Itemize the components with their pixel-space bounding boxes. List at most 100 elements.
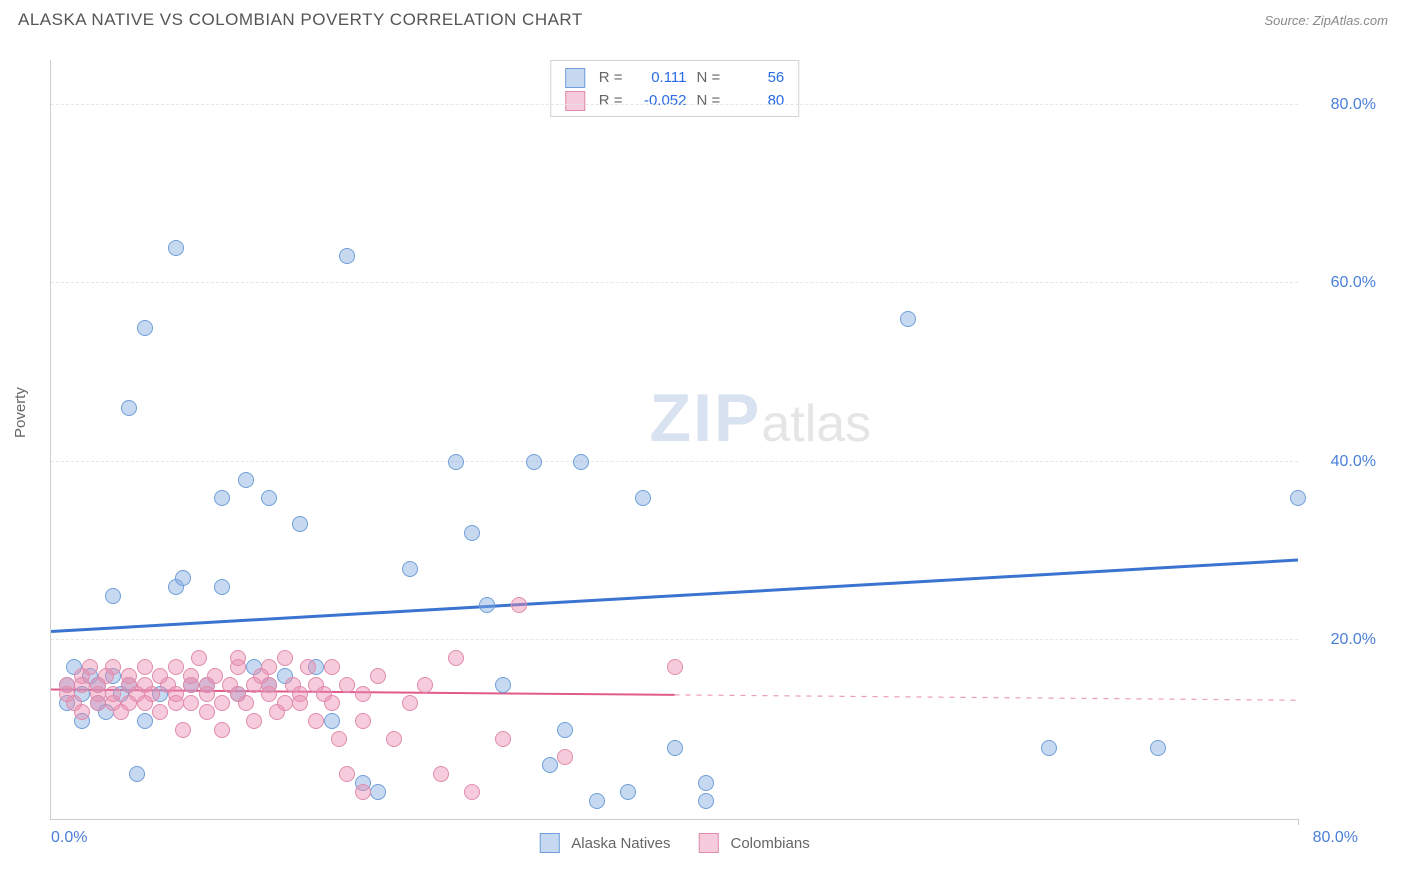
data-point	[698, 775, 714, 791]
swatch-alaska-icon	[539, 833, 559, 853]
chart-container: Poverty ZIPatlas R = 0.111 N = 56 R = -0…	[18, 42, 1388, 874]
data-point	[214, 722, 230, 738]
data-point	[168, 659, 184, 675]
data-point	[1150, 740, 1166, 756]
data-point	[573, 454, 589, 470]
data-point	[355, 686, 371, 702]
data-point	[292, 516, 308, 532]
swatch-colombian	[565, 91, 585, 111]
data-point	[464, 525, 480, 541]
data-point	[144, 686, 160, 702]
data-point	[74, 704, 90, 720]
data-point	[261, 490, 277, 506]
data-point	[355, 713, 371, 729]
data-point	[207, 668, 223, 684]
data-point	[121, 400, 137, 416]
data-point	[300, 659, 316, 675]
data-point	[214, 490, 230, 506]
x-tick-marker	[1298, 819, 1299, 825]
data-point	[1290, 490, 1306, 506]
series-legend: Alaska Natives Colombians	[539, 833, 809, 853]
y-axis-label: Poverty	[12, 387, 29, 438]
data-point	[261, 677, 277, 693]
data-point	[105, 659, 121, 675]
data-point	[331, 731, 347, 747]
y-tick-label: 80.0%	[1306, 96, 1376, 114]
data-point	[386, 731, 402, 747]
data-point	[370, 784, 386, 800]
data-point	[246, 713, 262, 729]
data-point	[238, 472, 254, 488]
data-point	[339, 677, 355, 693]
chart-title: ALASKA NATIVE VS COLOMBIAN POVERTY CORRE…	[18, 10, 583, 30]
y-tick-label: 60.0%	[1306, 274, 1376, 292]
data-point	[339, 248, 355, 264]
data-point	[90, 695, 106, 711]
source-attribution: Source: ZipAtlas.com	[1264, 13, 1388, 28]
data-point	[402, 695, 418, 711]
data-point	[698, 793, 714, 809]
data-point	[175, 570, 191, 586]
gridline	[51, 639, 1298, 640]
data-point	[292, 695, 308, 711]
data-point	[667, 659, 683, 675]
data-point	[261, 659, 277, 675]
data-point	[105, 686, 121, 702]
gridline	[51, 104, 1298, 105]
data-point	[557, 749, 573, 765]
data-point	[82, 659, 98, 675]
watermark: ZIPatlas	[650, 379, 872, 457]
data-point	[137, 713, 153, 729]
data-point	[417, 677, 433, 693]
data-point	[214, 695, 230, 711]
y-tick-label: 40.0%	[1306, 453, 1376, 471]
data-point	[129, 766, 145, 782]
data-point	[479, 597, 495, 613]
swatch-alaska	[565, 68, 585, 88]
data-point	[542, 757, 558, 773]
gridline	[51, 461, 1298, 462]
legend-row-colombian: R = -0.052 N = 80	[565, 90, 785, 113]
plot-area: ZIPatlas R = 0.111 N = 56 R = -0.052 N =…	[50, 60, 1298, 820]
data-point	[214, 579, 230, 595]
data-point	[370, 668, 386, 684]
data-point	[277, 650, 293, 666]
data-point	[495, 731, 511, 747]
data-point	[105, 588, 121, 604]
data-point	[448, 650, 464, 666]
data-point	[1041, 740, 1057, 756]
data-point	[433, 766, 449, 782]
legend-item-alaska: Alaska Natives	[539, 833, 670, 853]
data-point	[495, 677, 511, 693]
correlation-legend-box: R = 0.111 N = 56 R = -0.052 N = 80	[550, 60, 800, 117]
data-point	[137, 659, 153, 675]
data-point	[324, 695, 340, 711]
data-point	[900, 311, 916, 327]
data-point	[324, 713, 340, 729]
data-point	[324, 659, 340, 675]
y-tick-label: 20.0%	[1306, 631, 1376, 649]
data-point	[511, 597, 527, 613]
gridline	[51, 282, 1298, 283]
legend-row-alaska: R = 0.111 N = 56	[565, 67, 785, 90]
data-point	[635, 490, 651, 506]
data-point	[448, 454, 464, 470]
data-point	[355, 784, 371, 800]
data-point	[238, 695, 254, 711]
data-point	[557, 722, 573, 738]
x-tick-max: 80.0%	[1313, 829, 1358, 847]
data-point	[152, 704, 168, 720]
data-point	[168, 240, 184, 256]
data-point	[589, 793, 605, 809]
data-point	[137, 320, 153, 336]
data-point	[308, 713, 324, 729]
swatch-colombian-icon	[699, 833, 719, 853]
data-point	[667, 740, 683, 756]
data-point	[339, 766, 355, 782]
x-tick-min: 0.0%	[51, 829, 87, 847]
data-point	[183, 695, 199, 711]
data-point	[121, 668, 137, 684]
data-point	[402, 561, 418, 577]
data-point	[620, 784, 636, 800]
data-point	[183, 668, 199, 684]
